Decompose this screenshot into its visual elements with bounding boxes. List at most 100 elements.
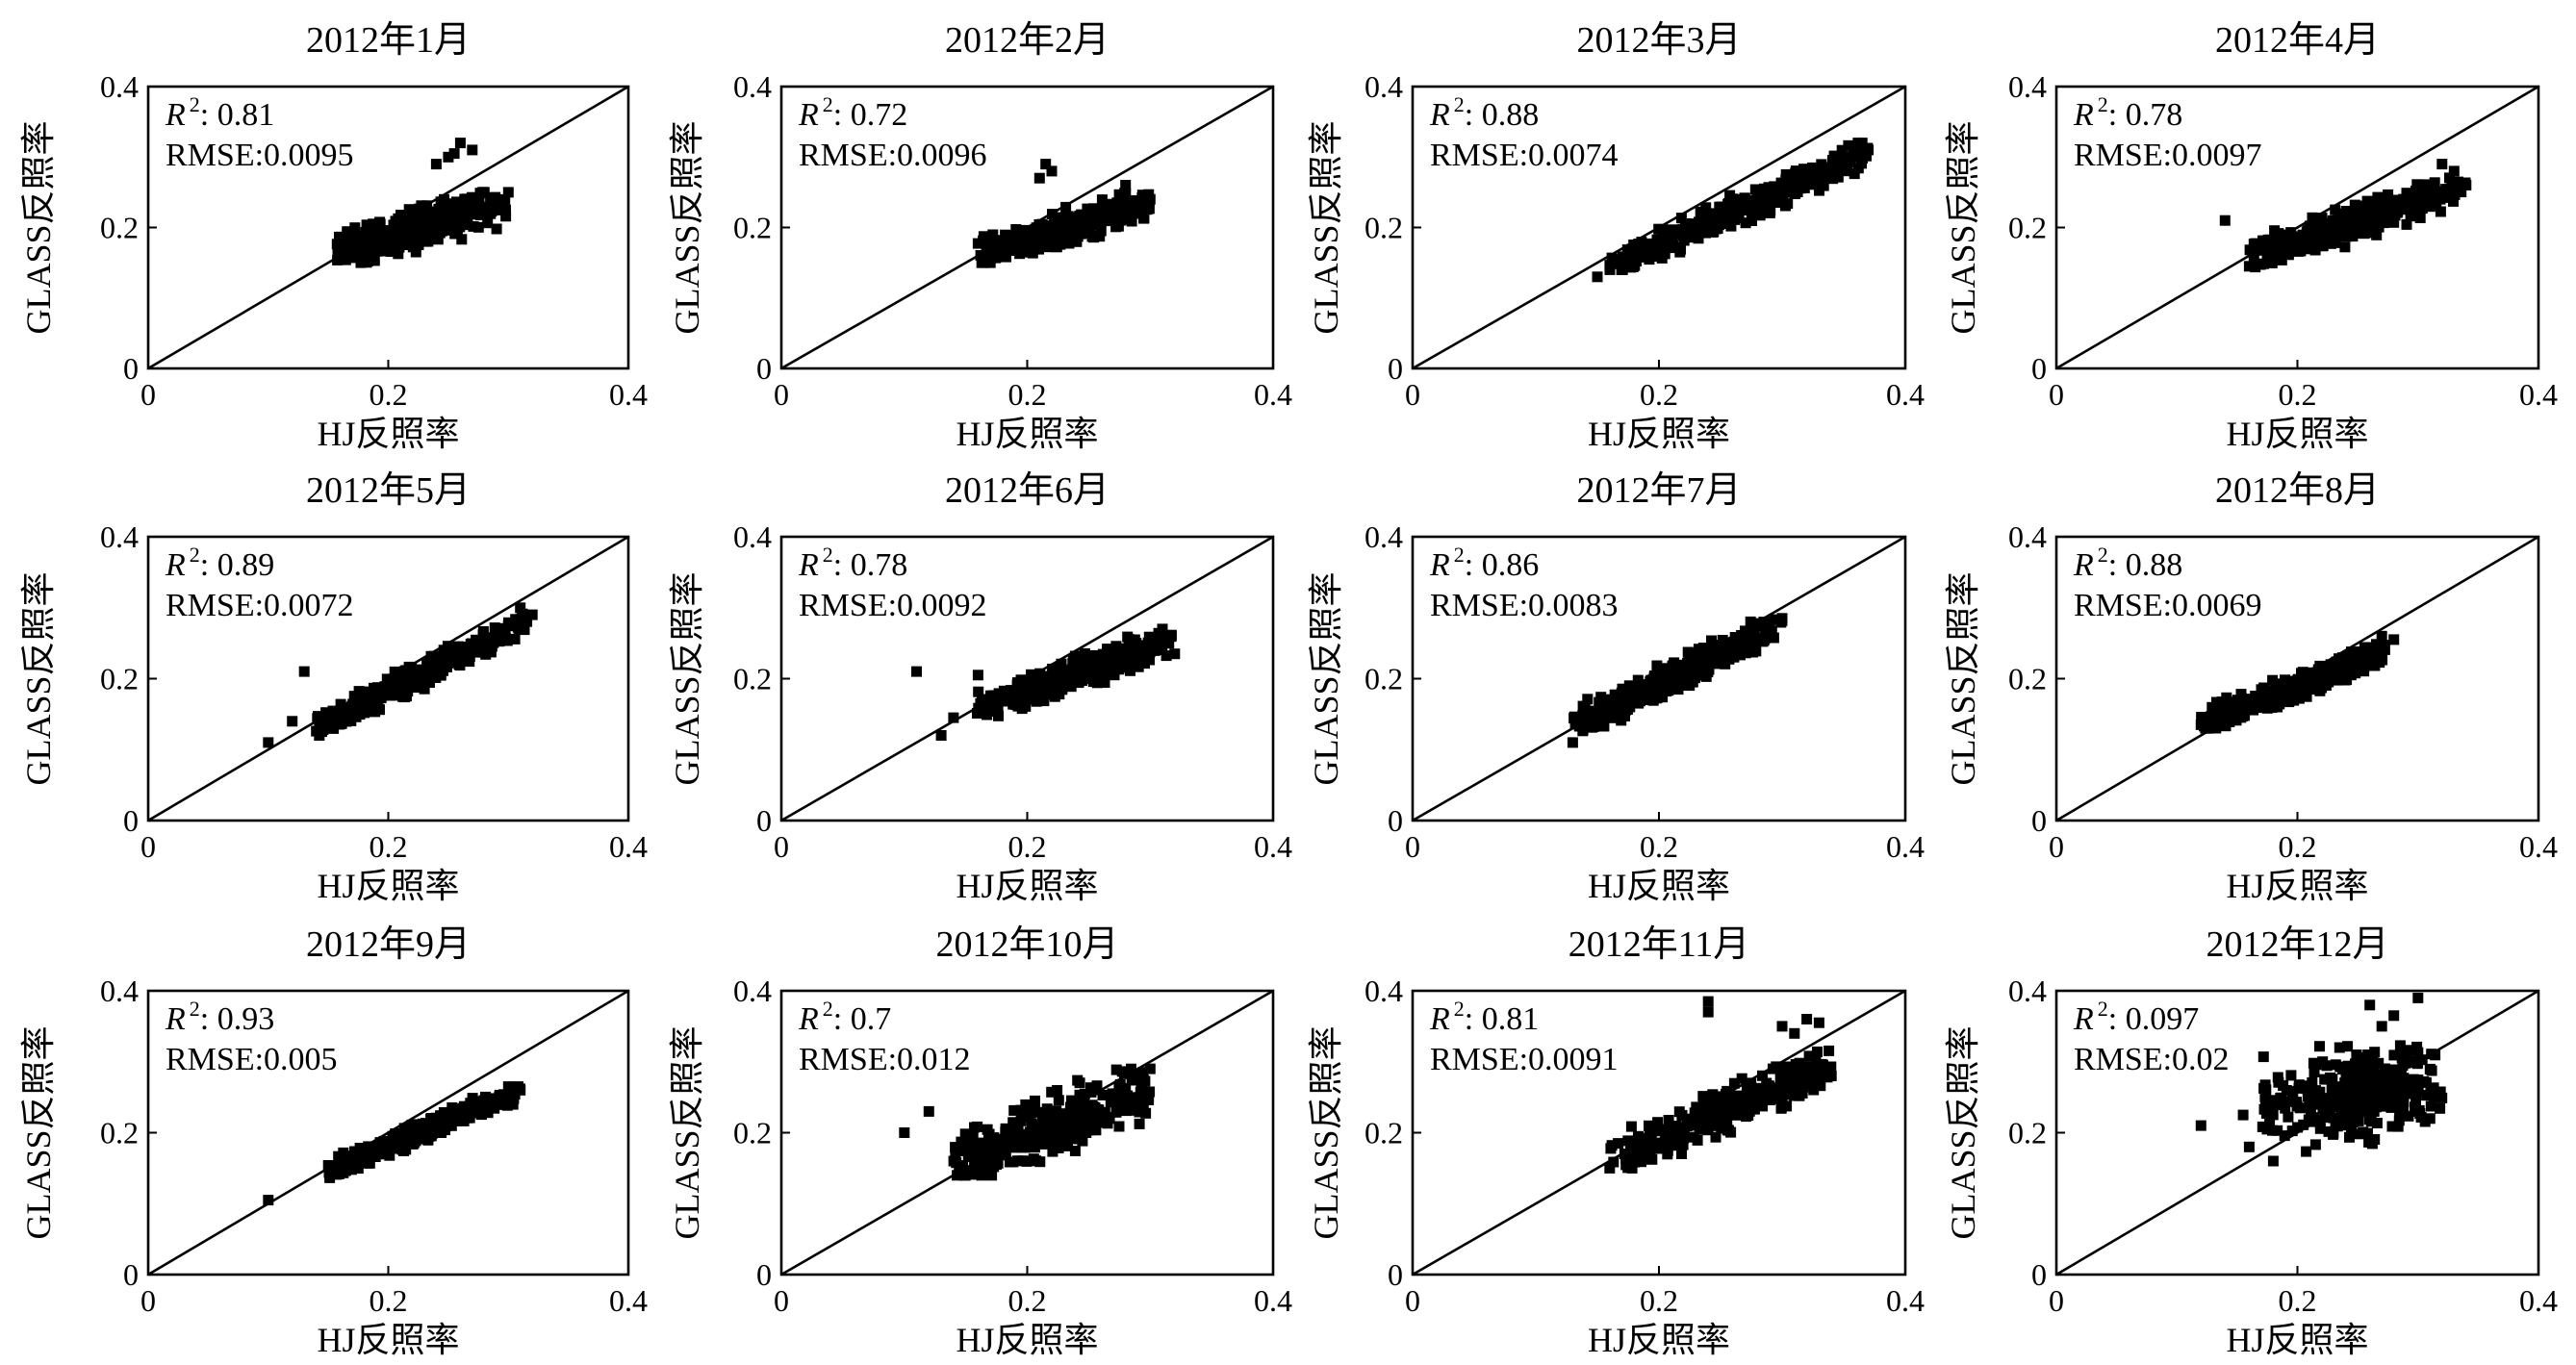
data-point xyxy=(2259,1091,2271,1102)
data-point xyxy=(1074,1125,1085,1136)
data-point xyxy=(1614,698,1624,710)
data-point xyxy=(422,1128,434,1139)
data-point xyxy=(1605,1143,1617,1154)
rmse-value: 0.0072 xyxy=(264,588,354,623)
data-point xyxy=(1850,151,1862,163)
data-point xyxy=(1736,1073,1747,1084)
data-point xyxy=(1052,1085,1063,1096)
data-point xyxy=(1021,1139,1033,1150)
data-point xyxy=(395,682,406,694)
data-point xyxy=(1623,686,1635,697)
data-point xyxy=(1728,1105,1740,1117)
x-tick-label: 0 xyxy=(774,829,789,864)
data-point xyxy=(1762,195,1773,207)
data-point xyxy=(1645,1144,1656,1155)
data-point xyxy=(331,239,343,250)
data-point xyxy=(1746,1078,1757,1090)
data-point xyxy=(2305,1101,2316,1113)
data-point xyxy=(1609,689,1620,700)
data-point xyxy=(501,635,513,646)
data-point xyxy=(485,192,497,204)
data-point xyxy=(368,688,379,699)
data-point xyxy=(1053,225,1064,237)
data-point xyxy=(973,1137,984,1149)
data-point xyxy=(1029,671,1040,683)
data-point xyxy=(1035,1106,1046,1118)
data-point xyxy=(986,695,998,706)
r2-value: 0.097 xyxy=(2126,1001,2200,1037)
data-point xyxy=(370,224,382,235)
data-point xyxy=(476,203,488,215)
x-axis-label: HJ反照率 xyxy=(1588,867,1730,905)
data-point xyxy=(382,683,394,695)
data-point xyxy=(1569,719,1581,730)
data-point xyxy=(2379,1100,2390,1112)
data-point xyxy=(1630,241,1642,253)
rmse-value: 0.0096 xyxy=(897,138,987,173)
r2-symbol: R xyxy=(798,97,819,133)
data-point xyxy=(956,1136,967,1148)
data-point xyxy=(1695,206,1706,217)
data-point xyxy=(2436,159,2448,170)
r2-separator: : xyxy=(2108,1001,2126,1037)
data-point xyxy=(1000,1123,1011,1134)
x-tick-label: 0.4 xyxy=(2519,377,2558,412)
data-point xyxy=(1771,1061,1782,1073)
data-point xyxy=(1071,1097,1083,1108)
data-point xyxy=(512,621,523,633)
y-tick-label: 0 xyxy=(2031,1257,2047,1292)
data-point xyxy=(2326,1082,2337,1094)
data-point xyxy=(1165,629,1177,641)
data-point xyxy=(1712,1092,1723,1103)
data-point xyxy=(972,670,983,681)
data-point xyxy=(1678,1123,1690,1134)
data-point xyxy=(1137,1074,1149,1085)
data-point xyxy=(424,677,435,688)
rmse-annotation: RMSE:0.0092 xyxy=(799,588,987,623)
data-point xyxy=(1727,210,1738,221)
data-point xyxy=(2317,1056,2329,1068)
rmse-annotation: RMSE:0.0083 xyxy=(1430,588,1619,623)
data-point xyxy=(2350,1085,2361,1097)
data-point xyxy=(381,673,393,685)
r2-separator: : xyxy=(2108,547,2126,583)
data-point xyxy=(1092,1104,1104,1115)
data-point xyxy=(1012,700,1024,712)
x-tick-label: 0.4 xyxy=(1886,1283,1925,1318)
y-tick-label: 0.2 xyxy=(100,662,139,696)
scatter-panel: 0 0.2 0.4 0 0.2 0.4 2012年11月 HJ反照率 GLASS反照率 R 2: 0… xyxy=(1307,924,1925,1359)
x-tick-label: 0.2 xyxy=(370,377,408,412)
data-point xyxy=(2339,241,2351,253)
data-point xyxy=(347,1158,359,1170)
data-point xyxy=(2429,184,2439,195)
data-point xyxy=(423,668,435,679)
data-point xyxy=(1060,201,1072,213)
data-point xyxy=(322,1160,334,1171)
data-point xyxy=(2276,254,2287,265)
data-points xyxy=(1567,613,1788,748)
data-point xyxy=(1097,203,1109,215)
data-point xyxy=(1696,1122,1707,1133)
data-point xyxy=(318,718,329,729)
data-point xyxy=(1104,648,1115,660)
data-point xyxy=(2419,198,2431,210)
data-point xyxy=(346,700,358,712)
data-point xyxy=(369,255,380,266)
data-point xyxy=(2369,660,2381,671)
data-point xyxy=(1733,198,1744,210)
data-point xyxy=(2301,681,2312,693)
r2-value: 0.72 xyxy=(851,97,908,133)
data-point xyxy=(1055,239,1066,250)
data-point xyxy=(1597,706,1609,718)
data-point xyxy=(1067,657,1079,669)
data-point xyxy=(396,235,408,246)
panel-title: 2012年6月 xyxy=(945,470,1109,511)
r2-value: 0.88 xyxy=(1482,97,1540,133)
data-point xyxy=(2279,1130,2290,1142)
data-point xyxy=(1709,1100,1721,1112)
data-point xyxy=(1683,222,1695,234)
data-point xyxy=(2442,191,2454,203)
x-tick-label: 0.4 xyxy=(609,377,648,412)
data-point xyxy=(1126,1063,1136,1074)
data-point xyxy=(263,737,274,748)
